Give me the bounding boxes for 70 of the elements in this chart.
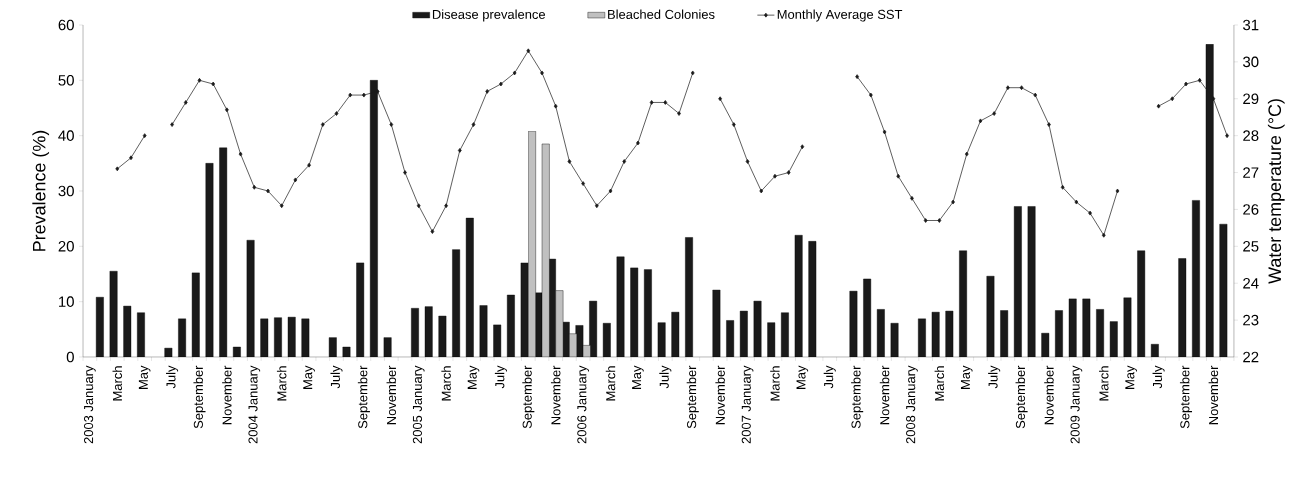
y-tick-label: 20 <box>58 241 74 252</box>
x-tick-label: May <box>796 365 809 389</box>
x-tick-label: 2007 January <box>741 365 754 444</box>
bar <box>986 276 995 357</box>
x-tick-label: September <box>851 365 864 429</box>
y-tick-label: 40 <box>58 130 74 141</box>
x-tick-label: March <box>276 366 287 401</box>
x-tick-label: September <box>1179 365 1193 429</box>
y2-axis-title: Water temperature (°C) <box>1267 99 1285 284</box>
legend-label: Bleached Colonies <box>608 9 715 19</box>
x-tick-label: July <box>1152 365 1165 389</box>
bar <box>753 300 762 357</box>
bar <box>1123 297 1132 357</box>
x-tick-label: November <box>715 365 725 425</box>
y-axis-title: Prevalence (%) <box>32 130 50 251</box>
bar <box>205 163 214 357</box>
y2-tick-label: 23 <box>1243 314 1259 326</box>
y2-tick-label: 30 <box>1243 56 1259 68</box>
x-tick-label: March <box>605 366 616 401</box>
bar <box>479 305 488 357</box>
x-tick-label: November <box>222 365 232 425</box>
x-tick-label: May <box>632 365 644 389</box>
x-tick-label: 2006 January <box>577 365 589 444</box>
y2-tick-label: 26 <box>1243 204 1259 215</box>
x-tick-label: May <box>303 365 315 389</box>
legend-label: Monthly Average SST <box>777 9 903 22</box>
x-tick-label: May <box>960 365 973 389</box>
x-tick-label: September <box>522 365 535 429</box>
x-tick-label: November <box>879 365 890 425</box>
y2-tick-label: 28 <box>1243 130 1259 141</box>
x-tick-label: March <box>112 366 123 401</box>
y2-tick-label: 25 <box>1243 241 1259 252</box>
x-tick-label: September <box>686 365 699 429</box>
y-tick-label: 50 <box>58 75 74 86</box>
x-tick-label: May <box>467 365 480 389</box>
x-tick-label: November <box>386 365 397 425</box>
y2-tick-label: 29 <box>1243 93 1259 105</box>
x-tick-label: September <box>1015 365 1028 429</box>
x-tick-label: September <box>193 365 206 429</box>
x-tick-label: July <box>659 365 672 389</box>
y-tick-label: 10 <box>59 296 74 307</box>
x-tick-label: March <box>1099 366 1109 401</box>
y-tick-label: 60 <box>58 19 74 31</box>
x-tick-label: July <box>988 365 1001 389</box>
x-tick-label: 2009 January <box>1070 365 1083 444</box>
x-tick-label: November <box>1044 365 1054 425</box>
y2-tick-label: 24 <box>1243 277 1259 289</box>
x-tick-label: May <box>138 365 151 389</box>
bar <box>616 256 625 357</box>
x-tick-label: July <box>823 365 836 389</box>
y2-tick-label: 22 <box>1243 351 1259 363</box>
x-tick-label: 2005 January <box>412 365 425 444</box>
x-tick-label: March <box>441 366 451 401</box>
x-tick-label: July <box>166 365 179 389</box>
x-tick-label: 2003 January <box>84 365 96 444</box>
x-tick-label: November <box>550 365 561 425</box>
x-tick-label: March <box>934 366 945 401</box>
x-tick-label: March <box>770 366 780 401</box>
x-tick-label: November <box>1208 365 1219 425</box>
x-tick-label: 2008 January <box>906 365 918 444</box>
x-tick-label: May <box>1125 365 1137 389</box>
x-tick-label: July <box>494 365 507 389</box>
y-tick-label: 0 <box>66 351 74 363</box>
legend-label: Disease prevalence <box>432 9 546 22</box>
x-tick-label: July <box>330 365 343 389</box>
x-tick-label: September <box>357 365 370 429</box>
y2-tick-label: 27 <box>1243 167 1259 178</box>
y-tick-label: 30 <box>58 185 74 197</box>
y2-tick-label: 31 <box>1243 19 1259 31</box>
x-tick-label: 2004 January <box>248 365 261 444</box>
